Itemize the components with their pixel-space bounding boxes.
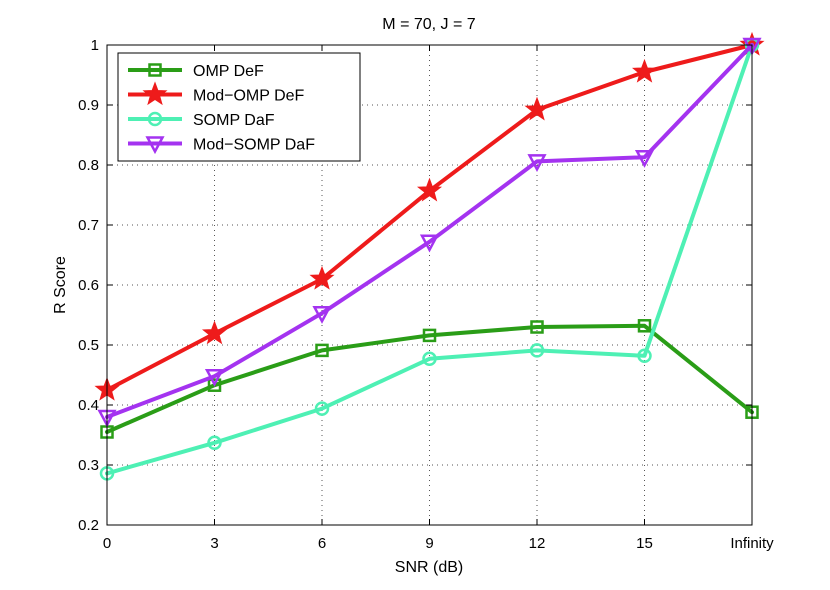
x-tick-label: 15	[636, 535, 653, 552]
y-tick-label: 0.2	[78, 517, 99, 534]
data-point	[422, 351, 437, 367]
y-tick-label: 0.9	[78, 97, 99, 114]
x-tick-label: 6	[318, 535, 326, 552]
y-axis-label: R Score	[52, 256, 69, 314]
data-point	[742, 37, 762, 56]
legend-entry: Mod−OMP DeF	[128, 81, 305, 106]
data-point	[207, 435, 222, 451]
series-3	[97, 37, 762, 428]
y-tick-label: 0.4	[78, 397, 99, 414]
data-point	[314, 401, 330, 416]
legend-marker	[145, 136, 165, 155]
data-point	[419, 234, 440, 253]
legend-entry: SOMP DaF	[128, 111, 275, 129]
data-point	[631, 58, 658, 83]
legend-entry: Mod−SOMP DaF	[128, 136, 315, 155]
y-tick-label: 0.8	[78, 157, 99, 174]
x-tick-label: 0	[103, 535, 111, 552]
x-tick-label: Infinity	[730, 535, 774, 552]
legend-label: SOMP DaF	[193, 112, 275, 129]
legend-label: Mod−OMP DeF	[193, 88, 305, 105]
legend-marker	[142, 81, 168, 106]
data-point	[309, 265, 335, 290]
y-tick-label: 0.6	[78, 277, 99, 294]
legend-label: OMP DeF	[193, 63, 264, 80]
series-line	[105, 43, 754, 476]
x-tick-label: 9	[425, 535, 433, 552]
data-point	[637, 319, 652, 333]
legend-label: Mod−SOMP DaF	[193, 137, 315, 154]
legend-entry: OMP DeF	[128, 63, 264, 80]
data-point	[204, 368, 225, 387]
legend: OMP DeF Mod−OMP DeF SOMP DaF Mod−SOMP DaF	[117, 52, 361, 162]
y-tick-label: 0.7	[78, 217, 99, 234]
data-point	[312, 305, 332, 324]
legend-marker	[148, 63, 162, 77]
data-point	[315, 343, 329, 358]
y-tick-label: 0.5	[78, 337, 99, 354]
ticks: 0 3 6 9 12 15 Infinity 0.2 0.3 0.4 0.5 0.6 0.7 0.8 0.9…	[78, 37, 774, 552]
data-point	[422, 328, 437, 343]
data-point	[637, 348, 652, 364]
series-layer	[94, 31, 765, 481]
data-point	[207, 378, 222, 392]
x-tick-label: 12	[529, 535, 546, 552]
data-point	[530, 320, 544, 334]
chart-title: M = 70, J = 7	[382, 16, 475, 33]
data-point	[527, 154, 547, 173]
x-tick-label: 3	[210, 535, 218, 552]
y-tick-label: 1	[91, 37, 99, 54]
series-line	[105, 43, 754, 419]
data-point	[416, 177, 443, 202]
data-point	[529, 343, 545, 358]
data-point	[201, 320, 228, 345]
data-point	[634, 149, 655, 168]
legend-marker	[147, 111, 163, 127]
y-tick-label: 0.3	[78, 457, 99, 474]
data-point	[524, 96, 550, 121]
x-axis-label: SNR (dB)	[395, 559, 463, 576]
